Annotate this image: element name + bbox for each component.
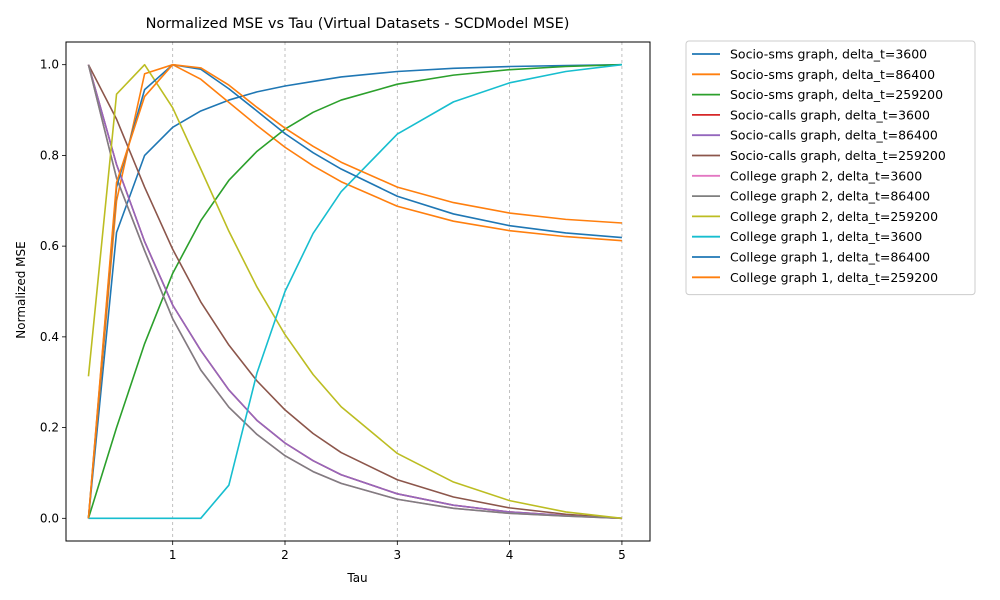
series-line-8 bbox=[87, 64, 622, 520]
legend-entry: Socio-sms graph, delta_t=259200 bbox=[730, 87, 943, 102]
series-line-11 bbox=[87, 63, 622, 519]
y-tick-label: 0.2 bbox=[40, 421, 59, 435]
legend-frame bbox=[685, 40, 976, 296]
chart-title: Normalized MSE vs Tau (Virtual Datasets … bbox=[146, 16, 570, 32]
legend-entry: Socio-calls graph, delta_t=3600 bbox=[730, 107, 930, 122]
x-tick-label: 3 bbox=[393, 548, 401, 562]
series-line-12 bbox=[87, 63, 622, 519]
legend-entry: Socio-sms graph, delta_t=86400 bbox=[730, 67, 935, 82]
legend-entry: College graph 1, delta_t=86400 bbox=[730, 250, 930, 265]
x-tick-label: 4 bbox=[506, 548, 514, 562]
legend-entry: Socio-sms graph, delta_t=3600 bbox=[730, 47, 927, 62]
legend-entry: College graph 2, delta_t=259200 bbox=[730, 209, 938, 224]
y-tick-label: 0.4 bbox=[40, 330, 59, 344]
x-tick-label: 5 bbox=[618, 548, 626, 562]
legend: Socio-sms graph, delta_t=3600 Socio-sms g… bbox=[685, 40, 976, 296]
y-tick-label: 1.0 bbox=[40, 58, 59, 72]
legend-entry: College graph 1, delta_t=259200 bbox=[730, 270, 938, 285]
legend-entry: College graph 2, delta_t=86400 bbox=[730, 189, 930, 204]
y-tick-label: 0.6 bbox=[40, 239, 59, 253]
x-axis-label: Tau bbox=[346, 571, 367, 585]
series-line-6 bbox=[87, 64, 622, 520]
x-tick-label: 1 bbox=[169, 548, 177, 562]
legend-entry: Socio-calls graph, delta_t=259200 bbox=[730, 148, 946, 163]
y-tick-label: 0.8 bbox=[40, 148, 59, 162]
series-line-5 bbox=[87, 64, 622, 520]
series-line-2 bbox=[87, 63, 622, 519]
y-tick-label: 0.0 bbox=[40, 511, 59, 525]
axis-ticks: 1 2 3 4 5 0.0 0.2 0.4 0.6 0.8 1.0 bbox=[40, 58, 626, 562]
legend-entry: Socio-calls graph, delta_t=86400 bbox=[730, 128, 938, 143]
legend-entry: College graph 2, delta_t=3600 bbox=[730, 168, 922, 183]
plot-frame bbox=[65, 41, 651, 542]
series-lines bbox=[87, 63, 623, 520]
grid bbox=[172, 42, 623, 541]
y-axis-label: Normalized MSE bbox=[14, 241, 28, 338]
x-tick-label: 2 bbox=[281, 548, 289, 562]
series-line-9 bbox=[87, 63, 623, 520]
series-line-1 bbox=[87, 63, 622, 519]
legend-entry: College graph 1, delta_t=3600 bbox=[730, 229, 922, 244]
series-line-10 bbox=[88, 63, 623, 520]
